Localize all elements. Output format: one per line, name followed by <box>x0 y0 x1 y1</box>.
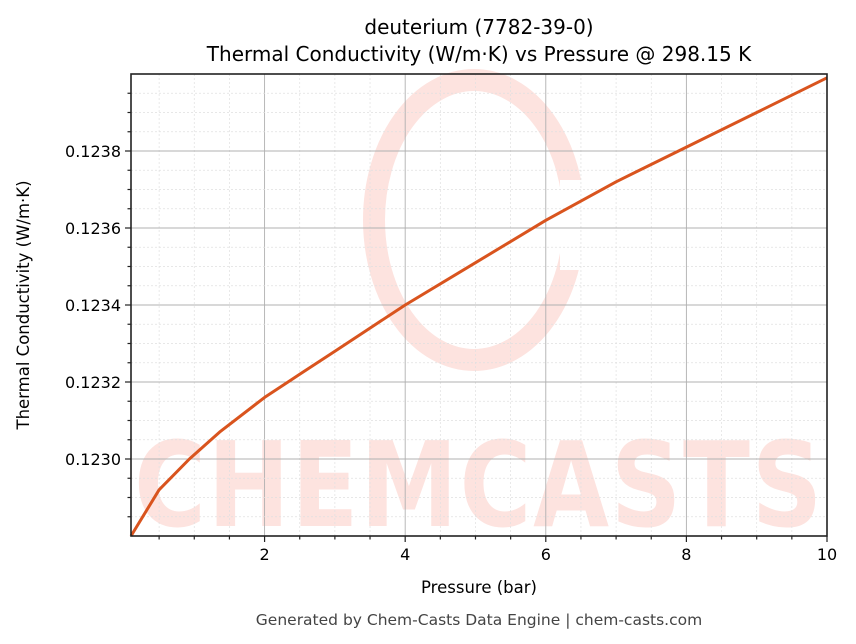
plot-area: CHEMCASTS <box>129 69 828 554</box>
x-tick-label: 10 <box>817 545 837 564</box>
x-tick-label: 6 <box>541 545 551 564</box>
chart-title-line2: Thermal Conductivity (W/m·K) vs Pressure… <box>206 42 752 66</box>
x-tick-label: 4 <box>400 545 410 564</box>
y-tick-label: 0.1234 <box>65 296 121 315</box>
y-tick-label: 0.1238 <box>65 142 121 161</box>
watermark-text: CHEMCASTS <box>134 416 824 554</box>
footer-credit: Generated by Chem-Casts Data Engine | ch… <box>256 611 702 629</box>
y-tick-label: 0.1230 <box>65 450 121 469</box>
x-tick-label: 2 <box>259 545 269 564</box>
chart-title-line1: deuterium (7782-39-0) <box>364 15 593 39</box>
x-axis: 2 4 6 8 10 <box>158 536 837 564</box>
y-tick-label: 0.1232 <box>65 373 121 392</box>
x-axis-label: Pressure (bar) <box>421 578 537 597</box>
x-tick-label: 8 <box>681 545 691 564</box>
y-tick-label: 0.1236 <box>65 219 121 238</box>
y-axis-label: Thermal Conductivity (W/m·K) <box>14 180 33 430</box>
y-axis: 0.1230 0.1232 0.1234 0.1236 0.1238 <box>65 92 131 518</box>
grid-lines <box>131 74 828 536</box>
data-line <box>129 76 828 537</box>
